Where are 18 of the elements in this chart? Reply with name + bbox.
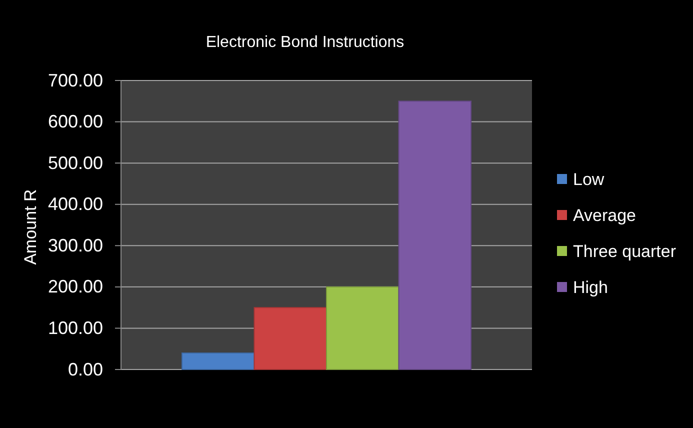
y-tick-label: 700.00: [48, 70, 103, 90]
y-axis-title: Amount R: [21, 189, 40, 265]
y-tick-label: 500.00: [48, 152, 103, 173]
legend-label: High: [573, 278, 608, 297]
bar: [182, 352, 255, 370]
y-tick-label: 300.00: [48, 235, 103, 256]
bar: [254, 307, 327, 370]
legend-label: Average: [573, 206, 636, 225]
bar: [398, 100, 472, 370]
bar: [326, 286, 400, 370]
y-tick-label: 400.00: [48, 194, 103, 214]
legend-label: Low: [573, 170, 605, 189]
chart-title: Electronic Bond Instructions: [206, 34, 404, 51]
y-tick-label: 0.00: [68, 359, 103, 380]
y-tick-label: 600.00: [48, 112, 103, 132]
y-tick-label: 100.00: [48, 318, 103, 338]
y-tick-label: 200.00: [48, 276, 103, 297]
legend-label: Three quarter: [573, 242, 676, 261]
